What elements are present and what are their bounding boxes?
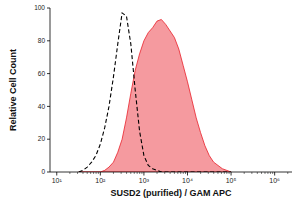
x-minor-tick bbox=[261, 172, 262, 174]
y-tick-label: 40 bbox=[38, 103, 46, 110]
x-minor-tick bbox=[113, 172, 114, 174]
x-tick-label: 10¹ bbox=[52, 177, 63, 184]
x-minor-tick bbox=[134, 172, 135, 174]
x-minor-tick bbox=[157, 172, 158, 174]
y-tick-label: 20 bbox=[38, 135, 46, 142]
x-minor-tick bbox=[287, 172, 288, 174]
y-tick bbox=[47, 73, 50, 74]
x-minor-tick bbox=[267, 172, 268, 174]
x-minor-tick bbox=[213, 172, 214, 174]
x-minor-tick bbox=[137, 172, 138, 174]
y-tick-label: 0 bbox=[41, 168, 45, 175]
plot-area bbox=[79, 13, 231, 172]
x-minor-tick bbox=[96, 172, 97, 174]
x-tick-label: 10⁵ bbox=[226, 177, 237, 184]
y-tick-label: 80 bbox=[38, 37, 46, 44]
x-tick bbox=[187, 172, 188, 176]
x-tick bbox=[56, 172, 57, 176]
x-minor-tick bbox=[251, 172, 252, 174]
x-minor-tick bbox=[221, 172, 222, 174]
y-axis bbox=[50, 8, 51, 172]
x-tick-label: 10⁶ bbox=[269, 177, 280, 184]
x-minor-tick bbox=[226, 172, 227, 174]
x-minor-tick bbox=[126, 172, 127, 174]
chart: 0 20 40 60 80 100 10¹ 10² 10³ 10⁴ 10⁵ 10⁶ SUSD2 (pur… bbox=[0, 0, 300, 200]
y-tick bbox=[47, 40, 50, 41]
x-tick bbox=[231, 172, 232, 176]
y-tick bbox=[47, 172, 50, 173]
x-minor-tick bbox=[98, 172, 99, 174]
area-series bbox=[79, 19, 231, 172]
x-minor-tick bbox=[93, 172, 94, 174]
y-axis-label: Relative Cell Count bbox=[8, 49, 18, 131]
x-minor-tick bbox=[82, 172, 83, 174]
x-minor-tick bbox=[130, 172, 131, 174]
x-minor-tick bbox=[139, 172, 140, 174]
x-minor-tick bbox=[121, 172, 122, 174]
y-tick-label: 100 bbox=[34, 4, 45, 11]
x-minor-tick bbox=[180, 172, 181, 174]
x-minor-tick bbox=[264, 172, 265, 174]
x-minor-tick bbox=[270, 172, 271, 174]
x-minor-tick bbox=[90, 172, 91, 174]
x-minor-tick bbox=[185, 172, 186, 174]
x-minor-tick bbox=[200, 172, 201, 174]
x-axis bbox=[50, 172, 292, 173]
y-tick bbox=[47, 8, 50, 9]
y-tick bbox=[47, 139, 50, 140]
x-tick bbox=[143, 172, 144, 176]
x-tick-label: 10³ bbox=[139, 177, 150, 184]
x-minor-tick bbox=[164, 172, 165, 174]
x-minor-tick bbox=[257, 172, 258, 174]
x-minor-tick bbox=[170, 172, 171, 174]
x-minor-tick bbox=[174, 172, 175, 174]
x-minor-tick bbox=[69, 172, 70, 174]
x-minor-tick bbox=[183, 172, 184, 174]
line-series bbox=[79, 13, 231, 172]
x-minor-tick bbox=[87, 172, 88, 174]
x-minor-tick bbox=[208, 172, 209, 174]
x-tick-label: 10² bbox=[95, 177, 106, 184]
x-tick bbox=[100, 172, 101, 176]
x-minor-tick bbox=[229, 172, 230, 174]
x-tick bbox=[274, 172, 275, 176]
x-minor-tick bbox=[141, 172, 142, 174]
x-minor-tick bbox=[77, 172, 78, 174]
x-tick-label: 10⁴ bbox=[182, 177, 193, 184]
x-minor-tick bbox=[217, 172, 218, 174]
x-minor-tick bbox=[272, 172, 273, 174]
x-minor-tick bbox=[177, 172, 178, 174]
x-minor-tick bbox=[224, 172, 225, 174]
x-axis-label: SUSD2 (purified) / GAM APC bbox=[110, 188, 232, 198]
x-minor-tick bbox=[244, 172, 245, 174]
y-tick bbox=[47, 106, 50, 107]
y-tick-label: 60 bbox=[38, 70, 46, 77]
